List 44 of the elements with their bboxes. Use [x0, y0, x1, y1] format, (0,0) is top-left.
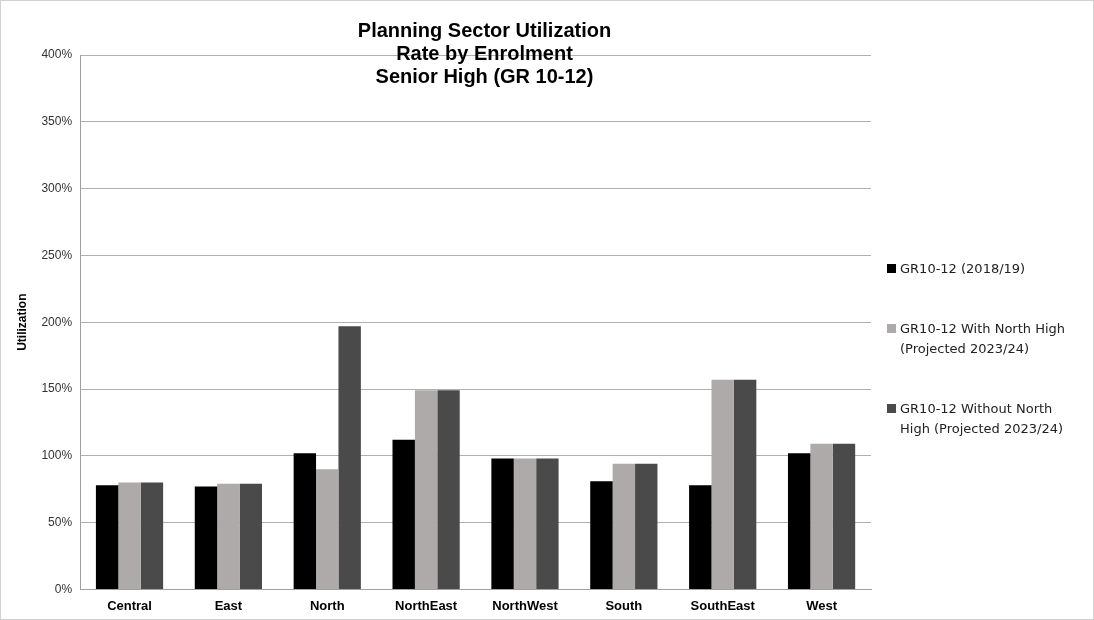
bar — [832, 443, 856, 589]
bar — [194, 486, 218, 589]
y-axis-title: Utilization — [14, 293, 29, 351]
bar — [635, 463, 658, 589]
bar — [513, 458, 537, 589]
x-tick-label: North — [309, 597, 345, 613]
bar — [810, 443, 833, 589]
bar — [118, 482, 141, 589]
y-tick-label: 0% — [54, 581, 73, 596]
x-tick-label: Central — [107, 597, 152, 613]
y-tick-label: 400% — [41, 47, 73, 62]
bar — [733, 379, 757, 589]
bar — [590, 481, 613, 589]
bar — [338, 326, 361, 589]
x-tick-label: NorthWest — [492, 597, 559, 613]
y-tick-label: 300% — [41, 180, 73, 195]
x-tick-label: East — [214, 597, 243, 613]
bar — [689, 485, 712, 589]
x-tick-label: South — [605, 597, 643, 613]
chart-title: Planning Sector Utilization Rate by Enrolment Senior High (GR 10-12) — [356, 19, 613, 88]
y-tick-label: 350% — [41, 114, 73, 129]
bar — [787, 453, 811, 589]
bar — [491, 458, 514, 589]
y-tick-label: 250% — [41, 247, 73, 262]
bar — [612, 463, 636, 589]
bar — [536, 458, 559, 589]
y-tick-label: 50% — [48, 514, 73, 529]
bar — [239, 483, 262, 589]
y-tick-label: 100% — [41, 448, 73, 463]
bar — [392, 439, 415, 589]
bar — [293, 453, 317, 589]
bar — [437, 390, 460, 589]
y-tick-label: 200% — [41, 314, 73, 329]
x-tick-label: West — [806, 597, 838, 613]
bar — [140, 482, 164, 589]
legend-label: GR10-12 Without North High (Projected 2023/24) — [900, 400, 1065, 438]
bar — [217, 483, 240, 589]
legend-label: GR10-12 With North High (Projected 2023/24) — [900, 320, 1067, 358]
legend-label: GR10-12 (2018/19) — [900, 260, 1026, 278]
y-tick-label: 150% — [41, 381, 73, 396]
x-tick-label: NorthEast — [395, 597, 458, 613]
bar — [95, 485, 119, 589]
x-tick-label: SouthEast — [690, 597, 756, 613]
bar — [316, 469, 339, 589]
